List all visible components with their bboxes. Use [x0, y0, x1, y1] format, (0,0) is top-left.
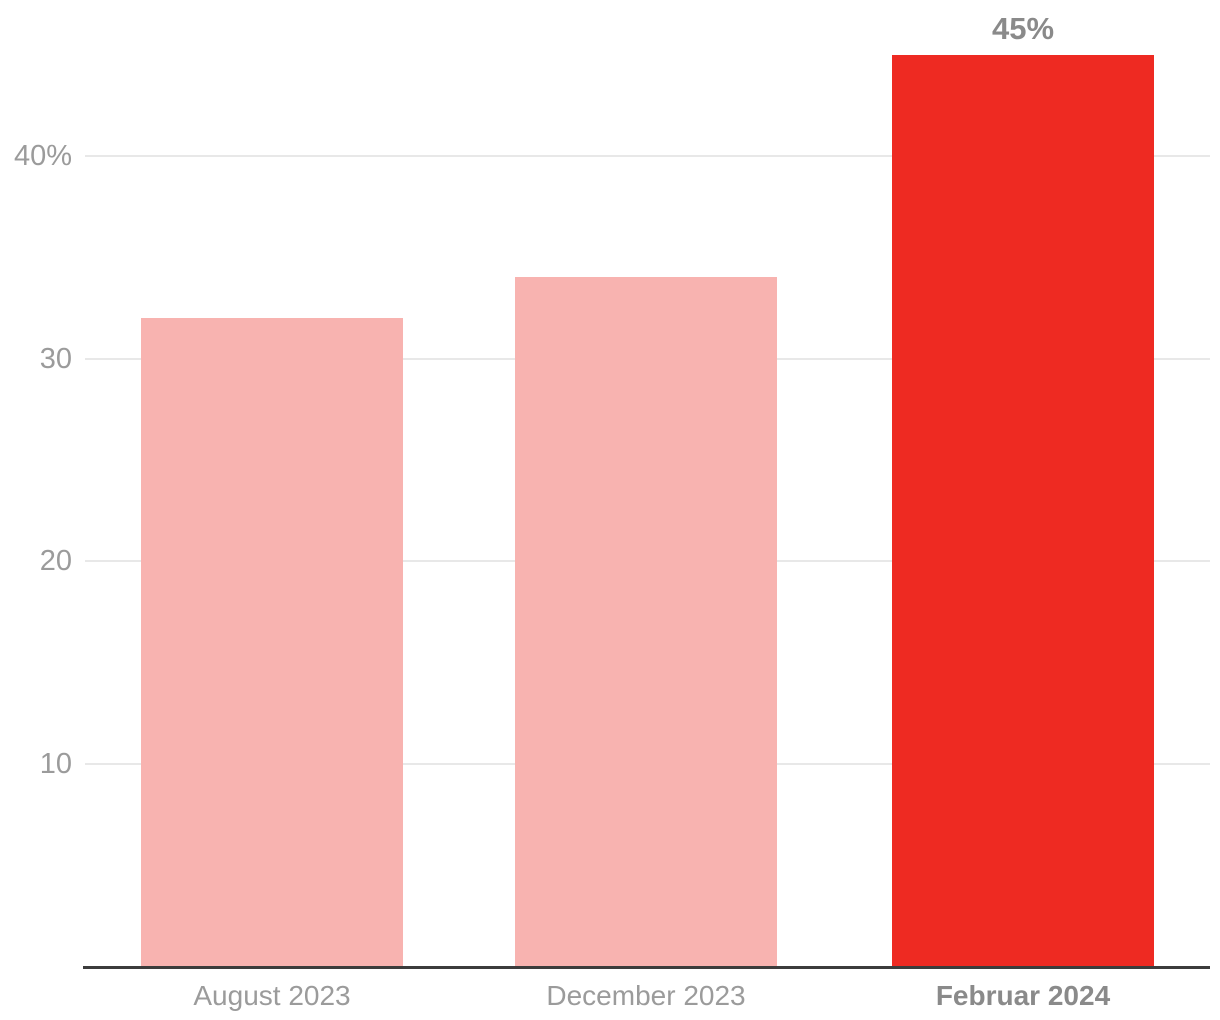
y-tick-label-30: 30 [39, 342, 72, 375]
bar-december-2023 [515, 277, 777, 966]
x-tick-label-august-2023: August 2023 [193, 980, 351, 1011]
y-tick-label-10: 10 [39, 747, 72, 780]
bar-august-2023 [141, 318, 403, 966]
y-tick-label-40: 40% [13, 140, 72, 172]
gridline-40 [85, 155, 1210, 157]
x-tick-label-februar-2024: Februar 2024 [935, 980, 1111, 1011]
bar-value-label: 45% [991, 11, 1055, 46]
x-axis-line [83, 966, 1210, 969]
bar-februar-2024 [892, 55, 1154, 966]
x-tick-label-december-2023: December 2023 [546, 980, 746, 1011]
y-tick-label-20: 20 [39, 545, 72, 577]
